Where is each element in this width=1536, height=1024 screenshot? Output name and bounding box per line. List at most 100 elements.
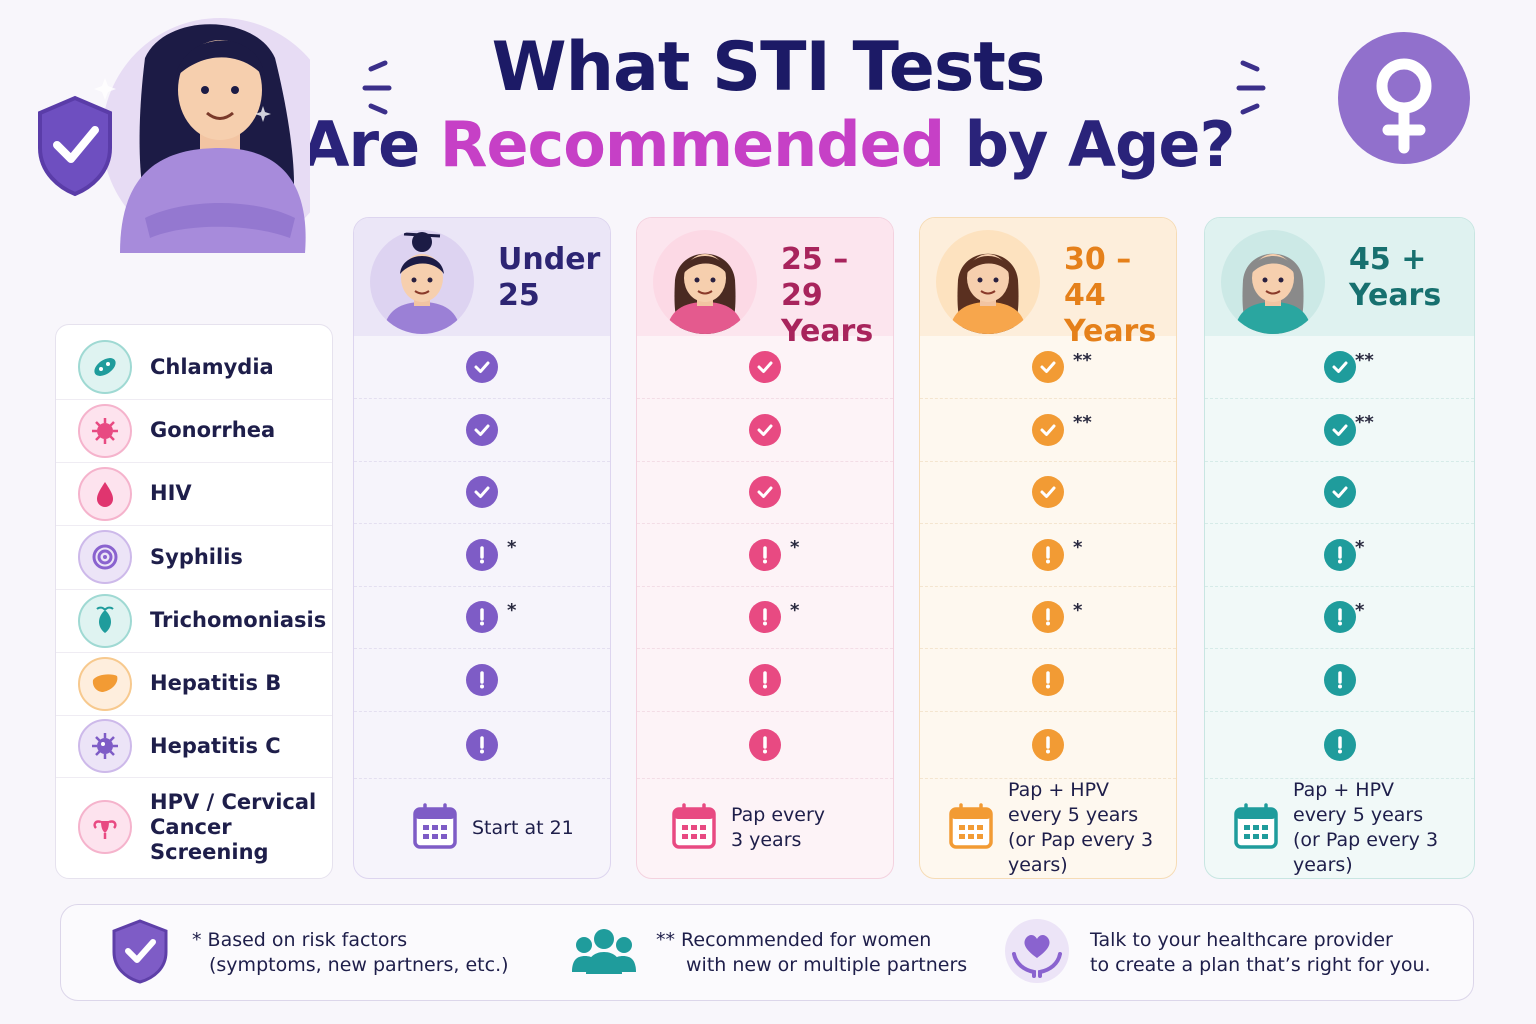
test-name: HPV / Cervical Cancer Screening (150, 789, 317, 864)
age-label: 45 + Years (1349, 242, 1441, 314)
alert-icon (749, 601, 781, 633)
age-column-header: 25 – 29 Years (637, 218, 893, 349)
check-icon (1323, 413, 1356, 446)
alert-icon (466, 663, 498, 696)
alert-icon (466, 538, 498, 571)
footnote-marker: * (1355, 600, 1365, 621)
alert-icon (1323, 728, 1356, 761)
test-cell (637, 398, 893, 462)
test-cell (920, 461, 1176, 524)
calendar-icon (1233, 802, 1279, 854)
test-cell: * (1205, 586, 1474, 649)
alert-icon (1032, 538, 1064, 571)
age-avatar (936, 230, 1040, 334)
alert-icon (466, 728, 498, 761)
calendar-icon (671, 802, 717, 854)
screening-text: Pap every 3 years (731, 804, 826, 851)
test-cell: * (354, 586, 610, 649)
age-avatar (370, 230, 474, 334)
test-cell: ** (1205, 336, 1474, 399)
alert-icon (1323, 601, 1356, 633)
age-label-line: Under (498, 242, 601, 277)
footnote-marker: ** (1355, 350, 1374, 371)
page-subtitle: Are Recommended by Age? (0, 108, 1536, 181)
alert-icon (1032, 728, 1064, 761)
test-cell (354, 711, 610, 779)
alert-icon (749, 663, 781, 696)
age-label: Under 25 (498, 242, 600, 314)
bacteria-icon (78, 340, 132, 394)
age-avatar (653, 230, 757, 334)
footnote-marker: * (790, 537, 800, 558)
age-column-header: 30 – 44 Years (920, 218, 1176, 349)
test-cell (354, 336, 610, 399)
test-cell (920, 711, 1176, 779)
sparkle-rays-left (362, 60, 392, 115)
test-cell (920, 648, 1176, 712)
test-cell (1205, 711, 1474, 779)
test-cell: * (1205, 523, 1474, 587)
check-icon (749, 351, 781, 383)
footnote-marker: ** (1073, 350, 1092, 371)
virus-icon (78, 719, 132, 773)
footnote-line: (symptoms, new partners, etc.) (209, 954, 509, 976)
test-row: Hepatitis B (56, 652, 332, 716)
test-cell (1205, 648, 1474, 712)
test-cell: * (920, 586, 1176, 649)
age-column-header: Under 25 (354, 218, 610, 336)
uterus-icon (78, 800, 132, 854)
alert-icon (1323, 538, 1356, 571)
test-cell: * (637, 523, 893, 587)
subtitle-part: Are (301, 108, 440, 181)
test-cell (354, 648, 610, 712)
footnote-provider: Talk to your healthcare provider to crea… (1090, 928, 1431, 978)
test-cell (637, 336, 893, 399)
footnote-marker: * (790, 600, 800, 621)
test-name: HIV (150, 481, 192, 505)
screening-cell: Start at 21 (354, 778, 610, 878)
test-name: Hepatitis C (150, 733, 281, 758)
test-cell: ** (920, 336, 1176, 399)
blood-drop-icon (78, 466, 132, 521)
test-name: Trichomoniasis (150, 608, 327, 632)
test-cell (637, 711, 893, 779)
footnote-marker: * (1073, 537, 1083, 558)
test-row: Trichomoniasis (56, 589, 332, 653)
screening-text: Pap + HPV every 5 years (or Pap every 3 … (1293, 779, 1439, 876)
test-cell: * (920, 523, 1176, 587)
footnote-marker: * (507, 600, 517, 621)
virus-icon (78, 403, 132, 458)
test-cell: ** (1205, 398, 1474, 462)
check-icon (466, 413, 498, 446)
check-icon (1323, 351, 1356, 383)
test-cell: * (354, 523, 610, 587)
footnote-risk: * Based on risk factors (symptoms, new p… (192, 928, 509, 978)
age-label-line: 45 + (1349, 242, 1427, 277)
test-row: HPV / Cervical Cancer Screening (56, 777, 332, 877)
footnote-line: to create a plan that’s right for you. (1090, 954, 1431, 976)
age-label-line: Years (781, 314, 874, 349)
calendar-icon (948, 802, 994, 854)
age-label-line: Years (1349, 278, 1442, 313)
check-icon (1032, 351, 1064, 383)
test-name: Chlamydia (150, 354, 274, 379)
age-column: 30 – 44 Years ** ** * * Pap + HPV every 5 yea… (919, 217, 1177, 879)
check-icon (749, 413, 781, 446)
subtitle-highlight: Recommended (439, 108, 945, 181)
footnote-marker: ** (1355, 412, 1374, 433)
footnote-marker: * (1355, 537, 1365, 558)
footnote-marker: * (1073, 600, 1083, 621)
check-icon (1032, 413, 1064, 446)
age-label-line: Years (1064, 314, 1157, 349)
test-row: Chlamydia (56, 335, 332, 400)
test-name: Syphilis (150, 544, 243, 569)
age-column: 45 + Years ** ** * * Pap + HPV every 5 years … (1204, 217, 1475, 879)
sparkle-rays-right (1236, 60, 1266, 115)
test-row: Syphilis (56, 525, 332, 590)
alert-icon (1323, 663, 1356, 696)
screening-text: Pap + HPV every 5 years (or Pap every 3 … (1008, 779, 1154, 876)
subtitle-part: by Age? (944, 108, 1236, 181)
check-icon (1323, 476, 1356, 508)
target-icon (78, 530, 132, 584)
test-cell (1205, 461, 1474, 524)
